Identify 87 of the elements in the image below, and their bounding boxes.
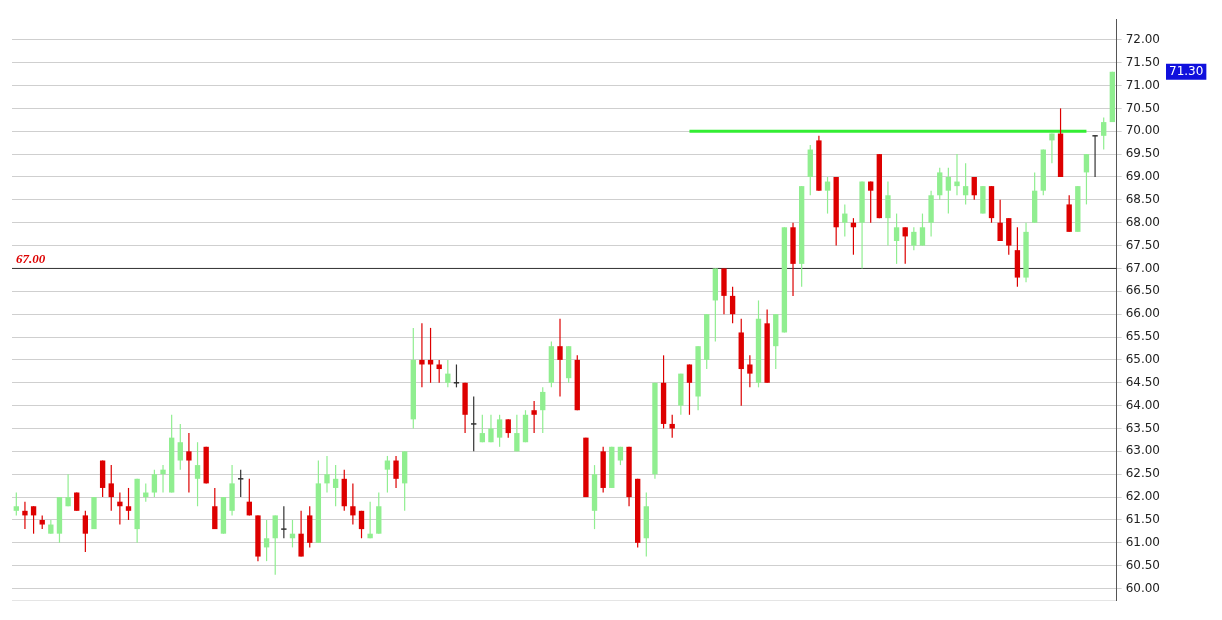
candlestick bbox=[358, 510, 365, 539]
y-tick-label: 67.00 bbox=[1125, 260, 1161, 275]
candlestick bbox=[911, 226, 917, 251]
candlestick bbox=[1101, 116, 1107, 151]
candlestick bbox=[436, 359, 442, 384]
candlestick bbox=[186, 432, 192, 494]
candlestick bbox=[177, 423, 183, 471]
candlestick bbox=[280, 505, 288, 539]
candlestick bbox=[272, 514, 278, 576]
y-tick-label: 71.00 bbox=[1125, 77, 1161, 92]
y-tick-label: 68.00 bbox=[1125, 214, 1161, 229]
y-tick-label: 65.50 bbox=[1125, 329, 1161, 344]
candlestick bbox=[729, 286, 736, 324]
candlestick bbox=[445, 359, 451, 388]
candlestick bbox=[496, 414, 503, 448]
candlestick bbox=[212, 487, 218, 530]
y-tick-label: 68.50 bbox=[1125, 191, 1161, 206]
candlestick bbox=[945, 167, 952, 215]
candlestick bbox=[125, 487, 132, 521]
candlestick bbox=[419, 322, 425, 388]
candlestick bbox=[962, 162, 969, 206]
candlestick bbox=[194, 441, 201, 507]
candlestick bbox=[298, 510, 304, 558]
candlestick bbox=[160, 464, 166, 494]
y-tick-label: 66.50 bbox=[1125, 283, 1161, 298]
y-tick-label: 64.00 bbox=[1125, 397, 1161, 412]
y-tick-label: 60.00 bbox=[1125, 580, 1161, 595]
candlestick bbox=[902, 226, 908, 265]
candlestick bbox=[332, 464, 339, 507]
ref-line-label: 67.00 bbox=[16, 251, 46, 267]
y-tick-label: 70.50 bbox=[1125, 100, 1161, 115]
candlestick bbox=[479, 414, 486, 443]
candlestick bbox=[868, 180, 874, 224]
candlestick bbox=[824, 176, 831, 215]
candlestick bbox=[885, 180, 891, 247]
y-tick-label: 63.50 bbox=[1125, 420, 1161, 435]
y-tick-label: 62.50 bbox=[1125, 466, 1161, 481]
candlestick bbox=[30, 505, 37, 535]
candlestick bbox=[82, 510, 89, 553]
candlestick bbox=[324, 455, 330, 494]
candlestick bbox=[505, 418, 511, 439]
candlestick bbox=[117, 491, 123, 526]
y-tick-label: 61.00 bbox=[1125, 534, 1161, 549]
candlestick bbox=[747, 354, 753, 388]
candlestick bbox=[151, 469, 158, 498]
candlestick bbox=[997, 199, 1003, 242]
y-tick-label: 69.00 bbox=[1125, 169, 1161, 184]
candlestick bbox=[384, 455, 391, 494]
y-tick-label: 65.00 bbox=[1125, 352, 1161, 367]
candlestick bbox=[263, 519, 270, 562]
y-tick-label: 72.00 bbox=[1125, 31, 1161, 46]
candlestick bbox=[453, 363, 460, 388]
candlestick bbox=[937, 167, 943, 201]
y-tick-label: 63.00 bbox=[1125, 443, 1161, 458]
candlestick bbox=[65, 473, 71, 507]
y-tick-label: 62.00 bbox=[1125, 489, 1161, 504]
candlestick bbox=[514, 414, 520, 452]
y-tick-label: 71.50 bbox=[1125, 54, 1161, 69]
y-tick-label: 64.50 bbox=[1125, 374, 1161, 389]
candlestick bbox=[13, 491, 19, 516]
candlestick bbox=[686, 363, 693, 416]
candlestick bbox=[893, 212, 900, 265]
candlestick bbox=[108, 464, 114, 512]
candlestick bbox=[954, 153, 960, 196]
candlestick bbox=[919, 212, 926, 247]
candlestick bbox=[540, 386, 546, 434]
text: 71.30 bbox=[1169, 63, 1204, 78]
y-tick-label: 60.50 bbox=[1125, 557, 1161, 572]
candlestick bbox=[350, 482, 356, 526]
y-tick-label: 66.00 bbox=[1125, 306, 1161, 321]
y-tick-label: 67.50 bbox=[1125, 237, 1161, 252]
y-tick-label: 61.50 bbox=[1125, 512, 1161, 527]
candlestick bbox=[470, 395, 478, 452]
candlestick bbox=[488, 414, 494, 443]
candlestick bbox=[237, 469, 245, 498]
candlestick bbox=[531, 400, 537, 434]
y-tick-label: 70.00 bbox=[1125, 123, 1161, 138]
candlestick bbox=[393, 455, 399, 489]
y-tick-label: 69.50 bbox=[1125, 146, 1161, 161]
candlestick bbox=[669, 414, 675, 439]
candlestick bbox=[842, 203, 848, 238]
candlestick bbox=[1083, 153, 1090, 206]
candlestick bbox=[1091, 135, 1099, 178]
candlestick bbox=[367, 501, 373, 539]
candlestick bbox=[557, 318, 563, 398]
candlestick bbox=[1049, 132, 1055, 164]
candlestick bbox=[22, 501, 28, 530]
